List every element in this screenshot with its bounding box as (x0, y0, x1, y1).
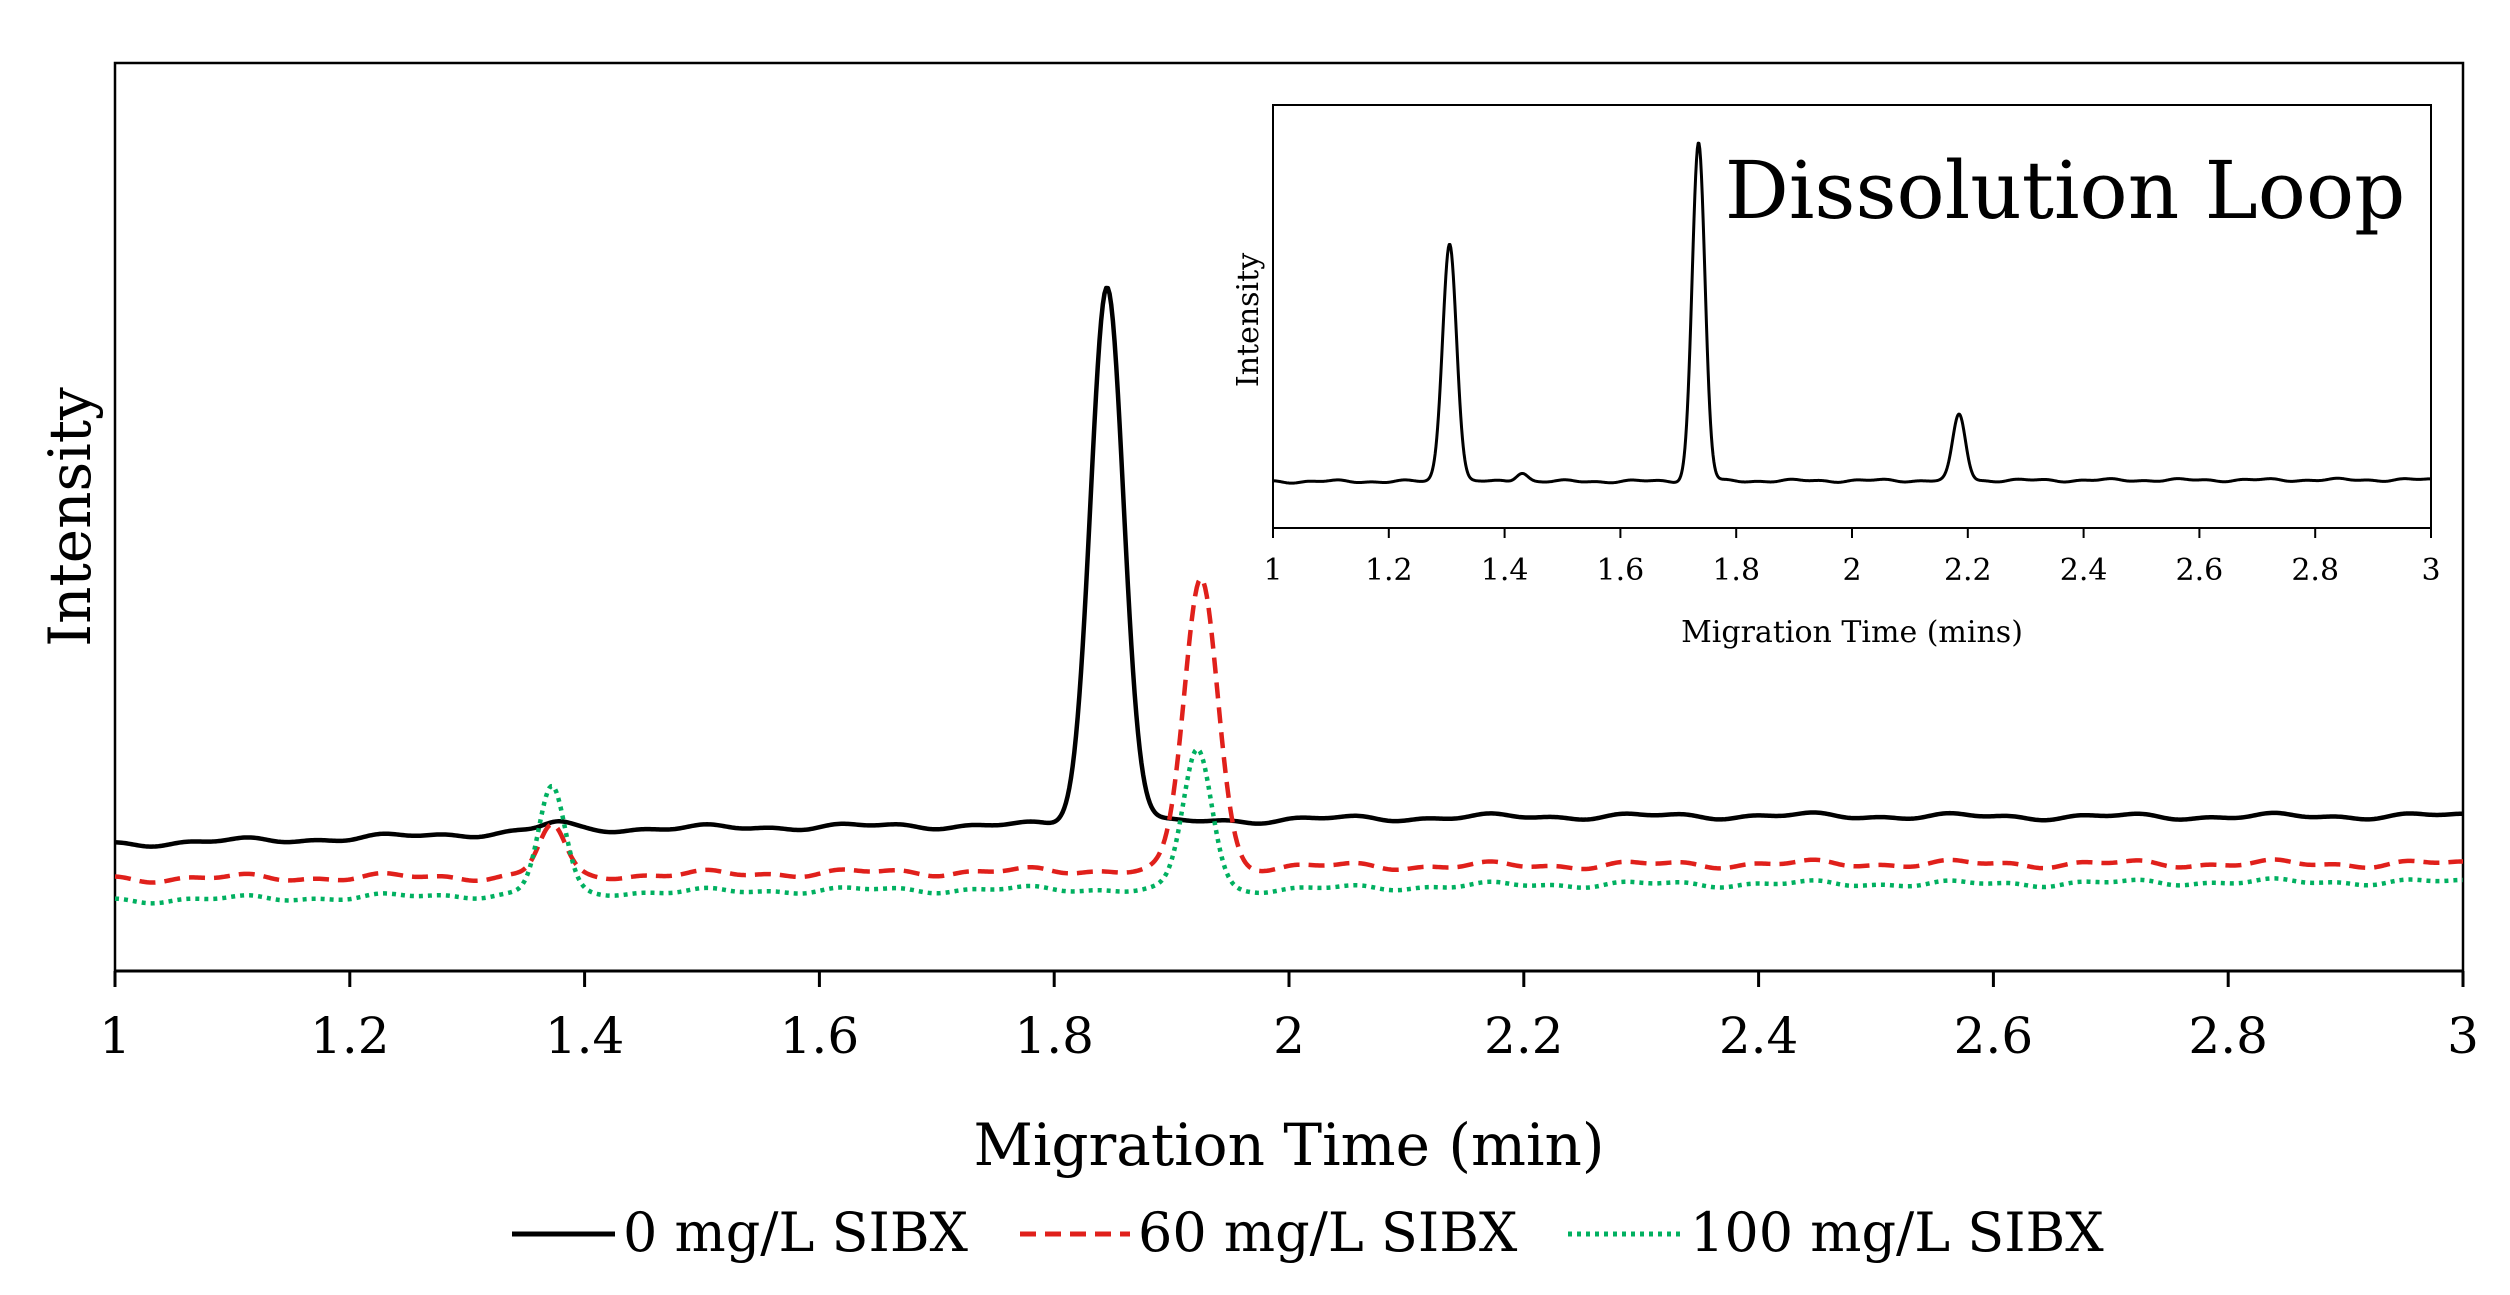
main-x-ticks: 1 1.2 1.4 1.6 1.8 2 2.2 2.4 2.6 2.8 3 (99, 971, 2479, 1065)
main-x-tick-label: 1.4 (545, 1007, 625, 1065)
main-series-0-mg-l-sibx (114, 285, 2464, 849)
main-x-tick-label: 1.8 (1014, 1007, 1094, 1065)
main-x-tick-label: 2.2 (1484, 1007, 1564, 1065)
inset-series-dissolution-loop (1272, 141, 2432, 485)
inset-x-tick-label: 2.2 (1944, 553, 1992, 588)
legend-label-100-mg: 100 mg/L SIBX (1690, 1201, 2104, 1264)
inset-x-tick-label: 3 (2421, 553, 2440, 588)
legend-label-0-mg: 0 mg/L SIBX (623, 1201, 969, 1264)
legend-item-60-mg: 60 mg/L SIBX (1020, 1201, 1518, 1264)
main-series-60-mg-l-sibx (114, 576, 2464, 885)
main-series-group (114, 285, 2464, 906)
inset-x-tick-label: 1.2 (1365, 553, 1413, 588)
main-x-tick-label: 2.4 (1719, 1007, 1799, 1065)
inset-y-axis-label: Intensity (1231, 253, 1266, 387)
inset-x-tick-label: 1.6 (1597, 553, 1645, 588)
legend: 0 mg/L SIBX 60 mg/L SIBX 100 mg/L SIBX (512, 1201, 2104, 1264)
inset-series-group (1272, 141, 2432, 485)
inset-x-tick-label: 1 (1263, 553, 1282, 588)
main-x-tick-label: 3 (2447, 1007, 2479, 1065)
main-series-100-mg-l-sibx (114, 747, 2464, 906)
main-x-tick-label: 1.2 (310, 1007, 390, 1065)
main-x-tick-label: 2.6 (1954, 1007, 2034, 1065)
legend-item-0-mg: 0 mg/L SIBX (512, 1201, 969, 1264)
inset-x-tick-label: 2 (1842, 553, 1861, 588)
inset-x-tick-label: 2.4 (2060, 553, 2108, 588)
main-x-tick-label: 2.8 (2188, 1007, 2268, 1065)
inset-x-tick-label: 1.4 (1481, 553, 1529, 588)
inset-x-tick-label: 2.6 (2176, 553, 2224, 588)
main-x-tick-label: 1.6 (780, 1007, 860, 1065)
legend-label-60-mg: 60 mg/L SIBX (1138, 1201, 1518, 1264)
main-y-axis-label: Intensity (36, 387, 104, 647)
main-x-tick-label: 1 (99, 1007, 131, 1065)
main-chart: 1 1.2 1.4 1.6 1.8 2 2.2 2.4 2.6 2.8 3 Migration Ti… (36, 61, 2479, 1179)
inset-title: Dissolution Loop (1725, 144, 2406, 237)
inset-x-axis-label: Migration Time (mins) (1681, 615, 2023, 650)
main-x-tick-label: 2 (1273, 1007, 1305, 1065)
inset-x-tick-label: 1.8 (1712, 553, 1760, 588)
inset-x-ticks: 1 1.2 1.4 1.6 1.8 2 2.2 2.4 2.6 2.8 3 (1263, 528, 2441, 588)
inset-x-tick-label: 2.8 (2291, 553, 2339, 588)
inset-chart: 1 1.2 1.4 1.6 1.8 2 2.2 2.4 2.6 2.8 3 Dissolution … (1231, 104, 2441, 650)
main-x-axis-label: Migration Time (min) (973, 1111, 1604, 1179)
legend-item-100-mg: 100 mg/L SIBX (1568, 1201, 2104, 1264)
